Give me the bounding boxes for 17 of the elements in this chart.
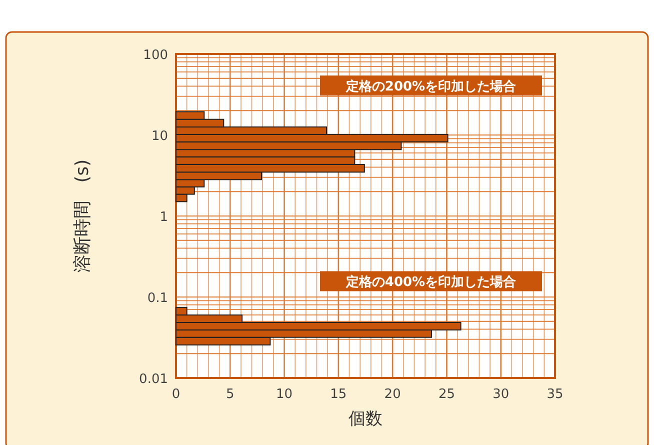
y-tick-label: 10 — [151, 129, 168, 144]
y-tick-label: 100 — [143, 48, 168, 63]
x-tick-label: 35 — [546, 387, 564, 402]
x-tick-label: 10 — [276, 387, 293, 402]
annotation: 定格の200%を印加した場合 — [344, 78, 516, 95]
x-axis-title: 個数 — [348, 409, 382, 429]
x-tick-label: 20 — [384, 387, 401, 402]
y-tick-label: 1 — [160, 210, 168, 225]
x-tick-label: 5 — [226, 387, 234, 402]
annotation: 定格の400%を印加した場合 — [344, 274, 516, 290]
y-axis-title: 溶断時間 (s) — [72, 159, 93, 273]
x-tick-label: 30 — [492, 387, 510, 402]
y-tick-label: 0.01 — [139, 372, 168, 387]
x-tick-label: 15 — [330, 387, 347, 402]
x-tick-label: 0 — [172, 387, 180, 402]
y-tick-label: 0.1 — [147, 291, 168, 306]
x-tick-label: 25 — [438, 387, 455, 402]
